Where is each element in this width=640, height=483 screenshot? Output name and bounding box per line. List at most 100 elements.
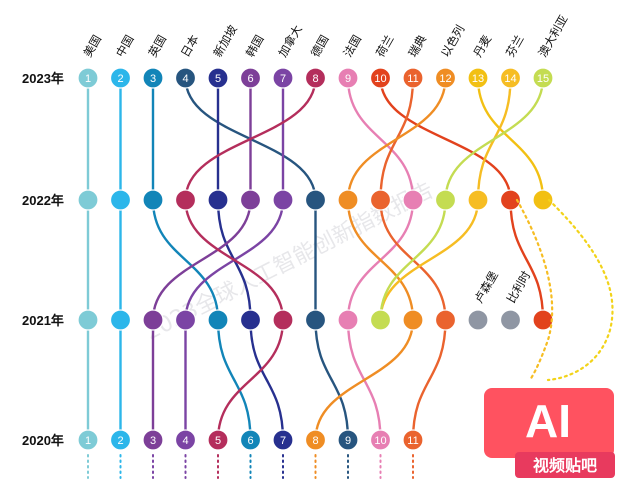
rank-dot xyxy=(369,67,392,89)
series-line xyxy=(314,77,447,441)
rank-dot xyxy=(532,309,554,331)
rank-dot xyxy=(402,67,424,89)
series-line xyxy=(476,77,545,201)
rank-dot xyxy=(369,309,392,331)
rank-number: 15 xyxy=(537,73,549,85)
entrant-label: 卢森堡 xyxy=(471,268,501,305)
column-header: 法国 xyxy=(340,33,364,60)
rank-number: 5 xyxy=(215,73,221,85)
dotted-curve xyxy=(515,198,554,382)
column-header: 荷兰 xyxy=(373,33,397,60)
rank-number: 2 xyxy=(117,73,123,85)
rank-number: 8 xyxy=(312,73,318,85)
column-header: 美国 xyxy=(80,33,104,60)
rank-number: 4 xyxy=(182,435,188,447)
rank-number: 6 xyxy=(247,73,253,85)
column-header: 芬兰 xyxy=(503,33,527,60)
rank-number: 8 xyxy=(312,435,318,447)
year-label: 2020年 xyxy=(22,433,64,448)
column-header: 加拿大 xyxy=(275,22,305,59)
series-line xyxy=(184,77,317,441)
rank-dot xyxy=(434,189,457,211)
rank-dot xyxy=(207,429,229,451)
badge-ai-text: AI xyxy=(525,395,571,447)
column-header: 新加坡 xyxy=(210,22,240,59)
rank-dot xyxy=(207,67,229,89)
rank-number: 13 xyxy=(472,73,484,85)
rank-dot xyxy=(142,309,164,331)
rank-dot xyxy=(304,189,327,211)
rank-dot xyxy=(337,429,359,451)
rank-number: 1 xyxy=(85,73,91,85)
series-line xyxy=(184,77,285,440)
rank-dot xyxy=(239,67,262,89)
rank-dot xyxy=(402,189,424,211)
series-line xyxy=(346,77,415,441)
rank-number: 5 xyxy=(215,435,221,447)
rank-dot xyxy=(532,189,554,211)
rank-number: 2 xyxy=(117,435,123,447)
rank-dot xyxy=(532,67,554,89)
rank-dot xyxy=(239,189,262,211)
column-header: 澳大利亚 xyxy=(535,13,570,60)
column-header: 日本 xyxy=(178,32,202,59)
year-label: 2022年 xyxy=(22,193,64,208)
rank-dot xyxy=(207,189,229,211)
rank-dot xyxy=(77,309,99,331)
entrant-label: 比利时 xyxy=(504,268,534,305)
rank-dot xyxy=(337,309,359,331)
rank-dot xyxy=(142,67,164,89)
rank-dot xyxy=(207,309,229,331)
rank-dot xyxy=(402,429,424,451)
rank-dot xyxy=(434,309,457,331)
rank-dot xyxy=(499,189,522,211)
rank-number: 9 xyxy=(345,435,351,447)
rank-dot xyxy=(109,429,132,451)
rank-dot xyxy=(109,189,132,211)
column-header: 德国 xyxy=(308,33,332,60)
rank-number: 7 xyxy=(280,73,286,85)
series-line xyxy=(184,77,350,441)
rank-number: 1 xyxy=(85,435,91,447)
badge-sub-background xyxy=(515,452,615,478)
rank-number: 6 xyxy=(247,435,253,447)
column-header: 丹麦 xyxy=(470,32,494,59)
badge-sub-text: 视频贴吧 xyxy=(533,456,597,475)
rank-dot xyxy=(434,67,457,89)
dotted-curve xyxy=(546,198,614,382)
rank-dot xyxy=(467,67,489,89)
rank-number: 4 xyxy=(182,73,188,85)
rank-dot xyxy=(239,429,262,451)
rank-number: 11 xyxy=(407,73,418,85)
year-label: 2023年 xyxy=(22,71,64,86)
rank-dot xyxy=(499,309,522,331)
rank-dot xyxy=(402,309,424,331)
year-label: 2021年 xyxy=(22,313,64,328)
rank-number: 12 xyxy=(439,73,451,85)
rank-dot xyxy=(174,309,197,331)
rank-dot xyxy=(337,67,359,89)
rank-dot xyxy=(304,309,327,331)
rank-number: 7 xyxy=(280,435,286,447)
rank-dot xyxy=(304,429,327,451)
series-line xyxy=(151,77,252,440)
rank-dot xyxy=(109,67,132,89)
column-header: 英国 xyxy=(145,33,169,60)
rank-number: 10 xyxy=(374,435,386,447)
rank-dot xyxy=(369,429,392,451)
rank-dot xyxy=(77,429,99,451)
column-header: 以色列 xyxy=(438,23,467,60)
rank-dot xyxy=(272,189,294,211)
rank-dot xyxy=(77,67,99,89)
rank-number: 9 xyxy=(345,73,351,85)
column-header: 韩国 xyxy=(243,33,267,60)
rank-number: 14 xyxy=(504,73,516,85)
rank-dot xyxy=(337,189,359,211)
rank-number: 10 xyxy=(374,73,386,85)
rank-dot xyxy=(369,189,392,211)
rank-dot xyxy=(174,67,197,89)
rank-dot xyxy=(272,309,294,331)
rank-dot xyxy=(272,67,294,89)
column-header: 瑞典 xyxy=(405,32,429,59)
rank-dot xyxy=(142,429,164,451)
